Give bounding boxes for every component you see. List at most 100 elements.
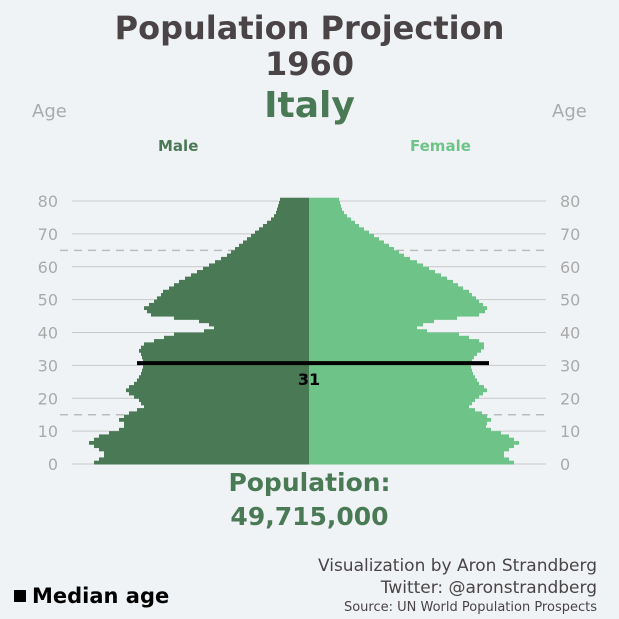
female-bar-age-45 bbox=[309, 312, 479, 317]
tick-label-right-80: 80 bbox=[560, 192, 580, 211]
tick-label-left-20: 20 bbox=[38, 389, 58, 408]
age-axis-label-left: Age bbox=[32, 101, 67, 122]
tick-label-right-10: 10 bbox=[560, 422, 580, 441]
credit-source: Source: UN World Population Prospects bbox=[343, 600, 597, 615]
male-bar-age-6 bbox=[89, 440, 309, 445]
male-bar-age-29 bbox=[143, 365, 309, 370]
chart-title: Population Projection bbox=[114, 9, 505, 47]
female-bar-age-73 bbox=[309, 220, 355, 225]
female-bar-age-25 bbox=[309, 378, 477, 383]
female-bar-age-19 bbox=[309, 398, 475, 403]
tick-label-right-0: 0 bbox=[560, 455, 570, 474]
male-bar-age-35 bbox=[141, 345, 309, 350]
male-bar-age-31 bbox=[143, 358, 309, 363]
female-bar-age-22 bbox=[309, 388, 487, 393]
median-age-legend-label: Median age bbox=[32, 584, 170, 608]
male-bar-age-27 bbox=[141, 371, 309, 376]
male-bar-age-60 bbox=[209, 263, 309, 268]
tick-label-right-50: 50 bbox=[560, 291, 580, 310]
female-bar-age-76 bbox=[309, 210, 344, 215]
male-bar-age-43 bbox=[199, 319, 309, 324]
male-bar-age-47 bbox=[144, 306, 309, 310]
male-bar-age-20 bbox=[134, 394, 309, 399]
male-bar-age-75 bbox=[274, 214, 309, 218]
female-bar-age-58 bbox=[309, 270, 435, 274]
female-bar-age-12 bbox=[309, 421, 487, 426]
male-bar-age-37 bbox=[154, 339, 309, 343]
female-bar-age-10 bbox=[309, 427, 491, 432]
female-bar-age-79 bbox=[309, 201, 340, 205]
male-bar-age-69 bbox=[251, 233, 309, 238]
male-bar-age-78 bbox=[278, 204, 309, 209]
female-bar-age-40 bbox=[309, 329, 427, 333]
male-bar-age-56 bbox=[185, 276, 309, 281]
male-bar-age-34 bbox=[139, 348, 309, 353]
median-age-value: 31 bbox=[298, 370, 320, 389]
population-value: 49,715,000 bbox=[230, 502, 389, 531]
female-bar-age-9 bbox=[309, 431, 501, 435]
male-bar-age-26 bbox=[139, 375, 309, 380]
male-bar-age-65 bbox=[235, 247, 309, 251]
male-bar-age-52 bbox=[163, 289, 309, 294]
female-bar-age-31 bbox=[309, 358, 472, 363]
tick-label-left-30: 30 bbox=[38, 356, 58, 375]
female-bar-age-16 bbox=[309, 408, 475, 412]
female-bar-age-68 bbox=[309, 237, 379, 241]
male-bar-age-39 bbox=[174, 332, 309, 337]
male-bar-age-24 bbox=[134, 381, 309, 386]
female-bar-age-26 bbox=[309, 375, 475, 380]
male-bar-age-0 bbox=[94, 460, 309, 465]
male-bar-age-19 bbox=[139, 398, 309, 403]
female-bar-age-52 bbox=[309, 289, 469, 294]
male-bar-age-71 bbox=[259, 227, 309, 232]
female-bar-age-53 bbox=[309, 286, 463, 291]
female-bar-age-57 bbox=[309, 273, 441, 278]
male-label: Male bbox=[158, 137, 199, 155]
female-bar-age-32 bbox=[309, 355, 474, 360]
male-bar-age-45 bbox=[151, 312, 309, 317]
male-bar-age-11 bbox=[124, 424, 309, 429]
male-bar-age-76 bbox=[276, 210, 309, 215]
male-bar-age-70 bbox=[255, 230, 309, 235]
male-bar-age-23 bbox=[129, 385, 309, 389]
female-bar-age-42 bbox=[309, 322, 423, 327]
male-bar-age-79 bbox=[279, 201, 309, 205]
male-bar-age-15 bbox=[129, 411, 309, 416]
female-bar-age-77 bbox=[309, 207, 342, 212]
female-bar-age-80 bbox=[309, 197, 339, 202]
male-bar-age-2 bbox=[104, 454, 309, 458]
male-bars bbox=[89, 197, 309, 465]
female-bar-age-4 bbox=[309, 447, 509, 452]
male-bar-age-16 bbox=[137, 408, 309, 412]
male-bar-age-28 bbox=[142, 368, 309, 373]
tick-label-left-0: 0 bbox=[48, 455, 58, 474]
female-bar-age-72 bbox=[309, 224, 359, 228]
female-bar-age-39 bbox=[309, 332, 459, 337]
male-bar-age-62 bbox=[221, 256, 309, 261]
female-bar-age-56 bbox=[309, 276, 447, 281]
female-bar-age-44 bbox=[309, 316, 457, 320]
female-bar-age-8 bbox=[309, 434, 509, 439]
population-label: Population: bbox=[228, 468, 391, 497]
female-bar-age-33 bbox=[309, 352, 477, 357]
male-bar-age-73 bbox=[267, 220, 309, 225]
tick-label-left-60: 60 bbox=[38, 258, 58, 277]
female-bar-age-0 bbox=[309, 460, 514, 465]
female-bar-age-65 bbox=[309, 247, 394, 251]
tick-label-right-30: 30 bbox=[560, 356, 580, 375]
female-bar-age-64 bbox=[309, 250, 399, 255]
male-bar-age-55 bbox=[179, 279, 309, 284]
male-bar-age-44 bbox=[174, 316, 309, 320]
male-bar-age-40 bbox=[204, 329, 309, 333]
male-bar-age-1 bbox=[99, 457, 309, 462]
female-bar-age-70 bbox=[309, 230, 369, 235]
tick-label-right-60: 60 bbox=[560, 258, 580, 277]
female-bar-age-28 bbox=[309, 368, 472, 373]
male-bar-age-32 bbox=[142, 355, 309, 360]
female-bar-age-71 bbox=[309, 227, 364, 232]
female-bar-age-41 bbox=[309, 325, 417, 330]
female-bar-age-2 bbox=[309, 454, 504, 458]
female-bar-age-23 bbox=[309, 385, 484, 389]
male-bar-age-10 bbox=[119, 427, 309, 432]
